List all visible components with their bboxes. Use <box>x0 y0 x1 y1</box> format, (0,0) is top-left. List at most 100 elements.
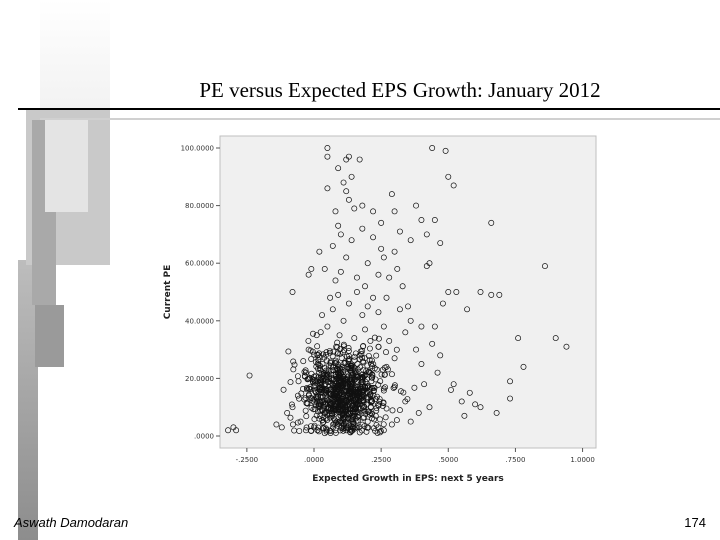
data-point <box>302 369 309 376</box>
data-point <box>314 360 321 367</box>
data-point <box>326 414 333 421</box>
data-point <box>308 356 315 363</box>
data-point <box>359 354 366 361</box>
title-underline <box>18 108 720 110</box>
data-point <box>368 399 375 406</box>
data-point <box>315 424 322 431</box>
data-point <box>289 404 296 411</box>
data-point <box>273 421 280 428</box>
data-point <box>351 357 358 364</box>
data-point <box>324 185 331 192</box>
data-point <box>246 372 253 379</box>
data-point <box>336 365 343 372</box>
data-point <box>312 388 319 395</box>
data-point <box>366 357 373 363</box>
data-point <box>320 414 327 421</box>
data-point <box>319 384 326 391</box>
data-point <box>382 371 388 378</box>
data-point <box>356 156 363 163</box>
data-point <box>280 386 287 393</box>
data-point <box>370 392 377 399</box>
data-point <box>507 378 514 385</box>
data-point <box>450 381 457 388</box>
data-point <box>396 306 403 313</box>
data-point <box>450 182 457 189</box>
y-tick-label: 60.0000 <box>185 260 214 268</box>
x-axis-label: Expected Growth in EPS: next 5 years <box>312 474 504 484</box>
data-point <box>348 237 355 244</box>
data-point <box>437 240 444 246</box>
data-point <box>364 424 371 431</box>
data-point <box>310 383 317 390</box>
y-axis-label: Current PE <box>163 265 173 320</box>
data-point <box>354 361 361 367</box>
data-point <box>370 208 377 215</box>
data-point <box>383 405 390 412</box>
data-point <box>429 145 436 151</box>
data-point <box>356 391 363 398</box>
data-point <box>371 416 378 423</box>
data-point <box>362 283 368 290</box>
page-number: 174 <box>684 515 706 530</box>
data-point <box>332 382 339 389</box>
data-point <box>307 386 314 393</box>
data-point <box>302 367 309 374</box>
data-point <box>327 358 334 365</box>
data-point <box>367 370 374 377</box>
data-point <box>323 409 330 415</box>
data-point <box>337 394 344 401</box>
data-point <box>322 389 329 396</box>
y-tick-label: .0000 <box>194 433 214 441</box>
data-point <box>370 234 377 241</box>
x-tick-label: -.2500 <box>236 456 259 464</box>
data-point <box>361 423 368 430</box>
data-point <box>324 153 331 160</box>
data-point <box>301 372 308 379</box>
data-point <box>368 357 375 364</box>
data-point <box>373 352 380 359</box>
data-point <box>347 429 354 436</box>
data-point <box>346 388 353 394</box>
data-point <box>307 383 314 390</box>
data-point <box>359 397 366 404</box>
x-tick-label: .0000 <box>304 456 324 464</box>
data-point <box>426 404 433 411</box>
data-point <box>312 379 319 386</box>
data-point <box>352 415 359 422</box>
data-point <box>418 361 425 367</box>
data-point <box>349 424 356 431</box>
data-point <box>304 400 311 407</box>
data-point <box>338 355 345 361</box>
data-point <box>327 428 334 435</box>
data-point <box>308 266 315 272</box>
data-point <box>407 418 414 425</box>
data-point <box>363 383 370 390</box>
data-point <box>363 428 370 435</box>
data-point <box>407 237 414 244</box>
data-point <box>434 369 441 376</box>
data-point <box>399 283 406 290</box>
data-point <box>307 423 314 430</box>
data-point <box>332 277 339 284</box>
data-point <box>445 289 452 295</box>
data-point <box>329 392 336 399</box>
data-point <box>337 427 344 434</box>
data-point <box>386 274 393 281</box>
data-point <box>364 418 371 425</box>
title-underline-shadow <box>40 118 720 120</box>
data-point <box>458 398 465 405</box>
data-point <box>372 376 379 383</box>
data-point <box>407 317 414 324</box>
data-point <box>437 352 444 359</box>
data-point <box>332 208 339 215</box>
data-point <box>359 312 366 318</box>
data-point <box>405 303 411 310</box>
data-point <box>331 359 338 366</box>
data-point <box>337 268 344 275</box>
data-point <box>330 348 337 355</box>
footer-author: Aswath Damodaran <box>14 515 129 530</box>
data-point <box>347 388 354 395</box>
data-point <box>351 335 358 342</box>
data-point <box>374 393 380 400</box>
data-point <box>335 165 342 172</box>
